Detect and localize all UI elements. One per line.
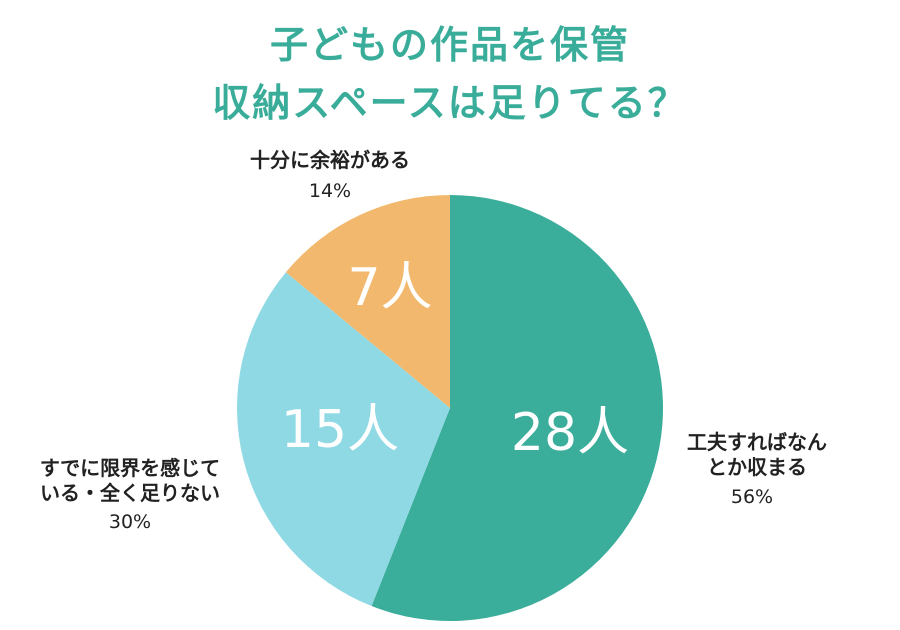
- category-label-insufficient: すでに限界を感じて いる・全く足りない: [39, 456, 221, 505]
- chart-title-line2: 収納スペースは足りてる？: [212, 81, 688, 125]
- percent-label-insufficient: 30%: [108, 511, 152, 533]
- pie-slice-manageable: [371, 195, 664, 621]
- chart-title-line1: 子どもの作品を保管: [269, 23, 630, 67]
- percent-label-plenty: 14%: [308, 180, 352, 202]
- slice-value-label-manageable: 28人: [511, 403, 629, 463]
- slice-value-label-insufficient: 15人: [281, 400, 399, 460]
- category-label-plenty: 十分に余裕がある: [250, 148, 410, 172]
- slice-value-label-plenty: 7人: [347, 258, 432, 318]
- pie-slice-plenty: [285, 195, 450, 408]
- category-label-manageable: 工夫すればなん とか収まる: [687, 430, 827, 479]
- percent-label-manageable: 56%: [730, 486, 774, 508]
- pie-slice-insufficient: [237, 272, 450, 607]
